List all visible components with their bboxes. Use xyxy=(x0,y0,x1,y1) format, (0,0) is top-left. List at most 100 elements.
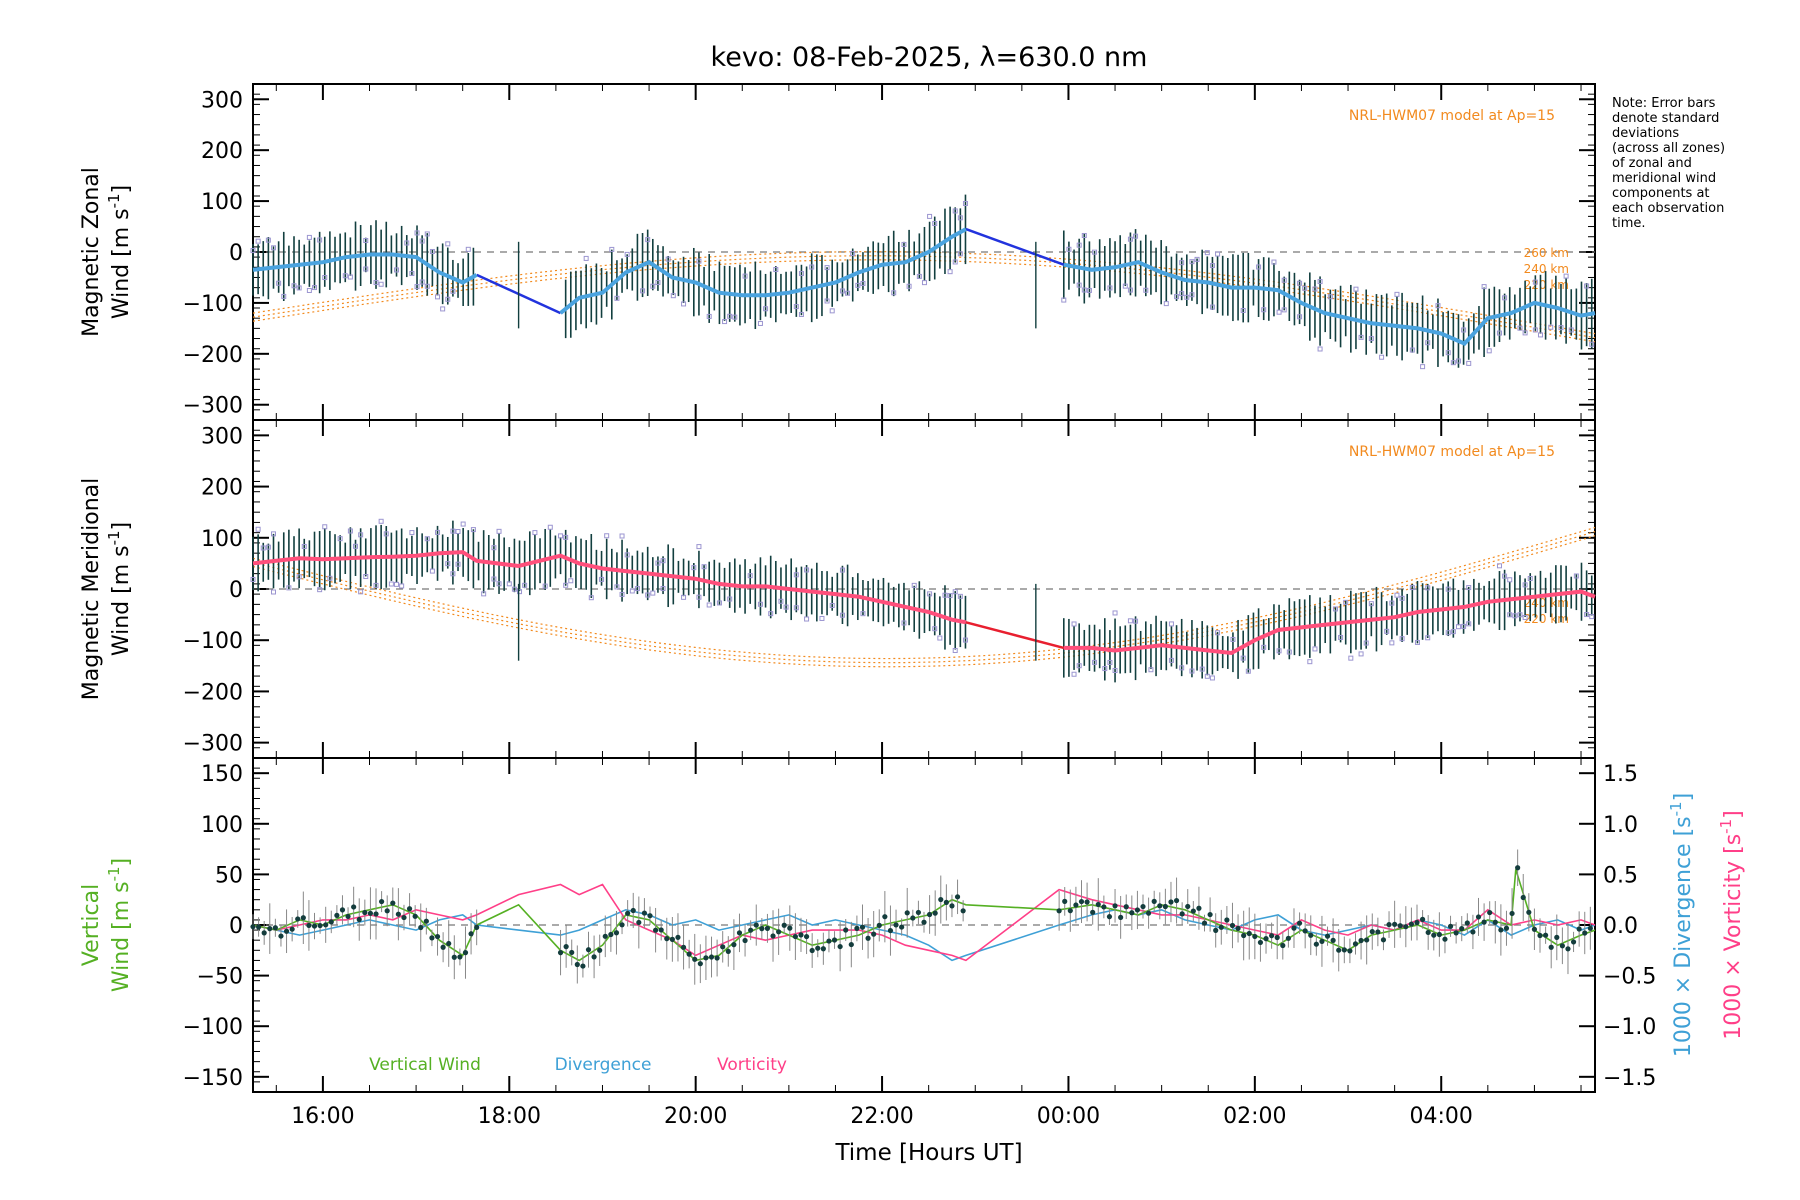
scatter-point xyxy=(1302,285,1308,291)
scatter-point xyxy=(1379,354,1385,360)
y-right-tick-label: 0.0 xyxy=(1603,914,1638,939)
scatter-point xyxy=(1389,600,1395,606)
scatter-point xyxy=(460,521,466,527)
scatter-point xyxy=(286,585,292,591)
error-bar-note: Note: Error bars denote standard deviati… xyxy=(1612,96,1782,231)
scatter-point xyxy=(1230,636,1236,642)
scatter-point xyxy=(952,589,958,595)
vertical-wind-point xyxy=(1078,898,1085,905)
scatter-point xyxy=(1348,655,1354,661)
scatter-point xyxy=(353,543,359,549)
scatter-point xyxy=(727,596,733,602)
scatter-point xyxy=(1076,663,1082,669)
scatter-point xyxy=(394,267,400,273)
vertical-wind-point xyxy=(960,908,966,914)
vertical-wind-point xyxy=(339,907,346,913)
vertical-wind-point xyxy=(468,931,474,937)
scatter-point xyxy=(619,591,625,597)
vertical-wind-point xyxy=(1095,901,1101,908)
vertical-wind-point xyxy=(1576,926,1582,932)
vertical-wind-point xyxy=(1062,898,1068,904)
y-axis-label: Vertical Wind [m s-1] xyxy=(79,858,134,992)
scatter-point xyxy=(1563,273,1569,279)
vertical-wind-point xyxy=(803,933,810,940)
y-tick-label: 200 xyxy=(201,476,243,501)
scatter-point xyxy=(757,320,763,326)
vertical-wind-point xyxy=(1106,914,1113,920)
scatter-point xyxy=(306,234,312,240)
model-curve xyxy=(252,259,1596,343)
vertical-wind-point xyxy=(367,910,374,916)
vertical-wind-point xyxy=(759,926,765,932)
scatter-point xyxy=(491,576,497,582)
scatter-point xyxy=(1092,249,1098,255)
vertical-wind-point xyxy=(1090,909,1096,915)
vertical-wind-point xyxy=(731,942,737,948)
vertical-wind-point xyxy=(1364,937,1370,943)
scatter-point xyxy=(952,259,958,265)
vertical-wind-point xyxy=(921,919,927,925)
vertical-wind-point xyxy=(1246,930,1252,937)
scatter-point xyxy=(1312,646,1318,652)
scatter-point xyxy=(1425,635,1431,641)
vertical-wind-point xyxy=(619,922,625,928)
scatter-point xyxy=(927,591,933,597)
vertical-wind-point xyxy=(1559,943,1565,949)
scatter-point xyxy=(1517,325,1523,331)
vertical-wind-point xyxy=(1403,924,1409,930)
vertical-wind-point xyxy=(781,922,787,928)
vertical-wind-point xyxy=(278,933,284,939)
scatter-point xyxy=(957,251,963,257)
y-tick-label: 300 xyxy=(201,424,243,449)
scatter-point xyxy=(1071,621,1077,627)
scatter-point xyxy=(409,271,415,277)
y-right-tick-label: 1.0 xyxy=(1603,813,1638,838)
vertical-wind-point xyxy=(949,903,955,909)
vertical-wind-point xyxy=(1526,909,1532,915)
vertical-wind-point xyxy=(563,944,569,950)
scatter-point xyxy=(455,561,461,567)
vertical-wind-point xyxy=(255,924,262,930)
y-tick-label: −150 xyxy=(183,1066,243,1091)
vertical-wind-point xyxy=(1269,933,1275,939)
scatter-point xyxy=(804,567,810,573)
vertical-wind-point xyxy=(356,916,362,923)
scatter-point xyxy=(957,215,963,221)
vertical-wind-point xyxy=(390,900,396,906)
scatter-point xyxy=(506,581,512,587)
y-axis-label-line2: Wind [m s-1] xyxy=(105,858,134,992)
y-tick-label: 50 xyxy=(215,863,243,888)
vertical-wind-point xyxy=(826,938,832,944)
scatter-point xyxy=(1399,636,1405,642)
scatter-point xyxy=(1276,309,1282,315)
scatter-point xyxy=(701,564,707,570)
vertical-wind-point xyxy=(1213,927,1219,933)
scatter-point xyxy=(1204,673,1210,679)
scatter-point xyxy=(1466,621,1472,627)
vertical-wind-point xyxy=(926,911,933,918)
scatter-point xyxy=(419,238,425,244)
scatter-point xyxy=(363,266,369,272)
scatter-point xyxy=(1420,364,1426,370)
x-tick-label: 22:00 xyxy=(850,1104,913,1129)
scatter-point xyxy=(824,298,830,304)
y-right-tick-label: −1.5 xyxy=(1603,1066,1656,1091)
y-right-tick-label: −1.0 xyxy=(1603,1015,1656,1040)
vertical-wind-point xyxy=(1565,946,1571,952)
vertical-wind-point xyxy=(602,933,608,939)
scatter-point xyxy=(1527,575,1533,581)
vertical-wind-point xyxy=(412,913,418,919)
y-right-tick-label: −0.5 xyxy=(1603,965,1656,990)
scatter-point xyxy=(271,589,277,595)
scatter-point xyxy=(1122,283,1128,289)
scatter-point xyxy=(419,279,425,285)
scatter-point xyxy=(1522,614,1528,620)
y-axis-label-line1: Magnetic Meridional xyxy=(79,478,104,700)
scatter-point xyxy=(1573,573,1579,579)
scatter-point xyxy=(1112,610,1118,616)
vertical-wind-point xyxy=(686,951,692,957)
scatter-point xyxy=(1445,350,1451,356)
vertical-wind-point xyxy=(440,944,446,950)
scatter-point xyxy=(927,213,933,219)
vertical-wind-point xyxy=(1531,926,1538,932)
